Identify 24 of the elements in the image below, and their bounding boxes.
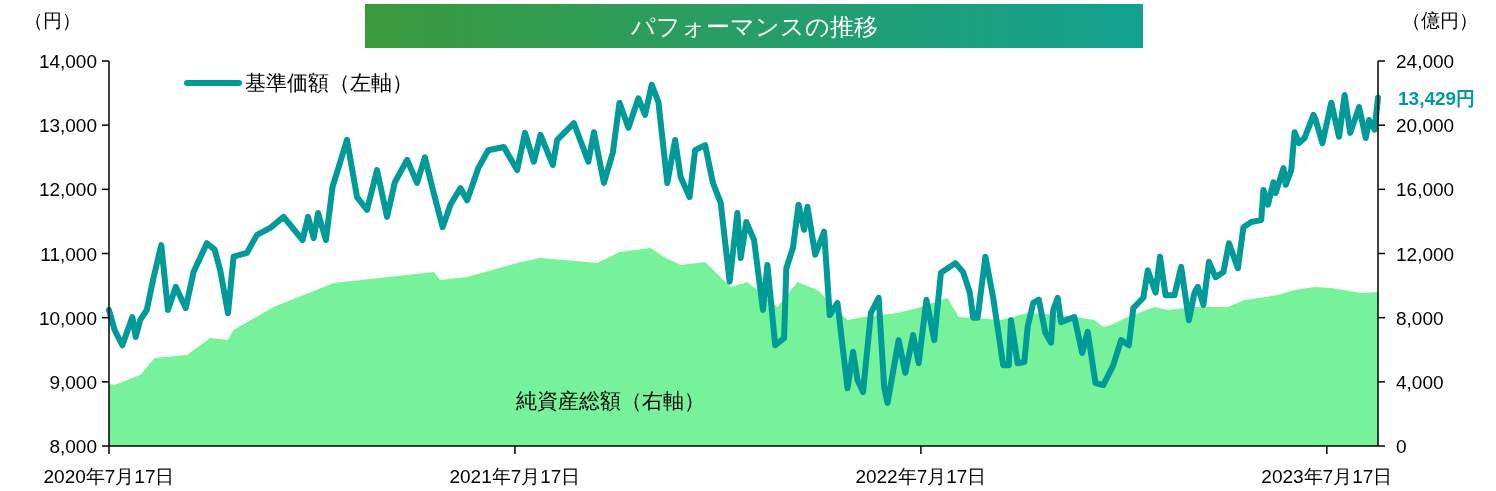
y-tick-label: 8,000 (49, 436, 97, 457)
series-label: 純資産総額（右軸） (515, 389, 705, 412)
x-tick-label: 2023年7月17日 (1261, 466, 1393, 487)
y2-tick-label: 4,000 (1396, 371, 1444, 393)
x-tick-label: 2020年7月17日 (43, 466, 175, 487)
y2-tick-label: 16,000 (1396, 179, 1455, 201)
y-tick-label: 11,000 (40, 243, 97, 265)
chart-title: パフォーマンスの推移 (629, 13, 878, 40)
y-tick-label: 12,000 (38, 179, 97, 201)
y-tick-label: 13,000 (38, 115, 97, 137)
legend-label: 基準価額（左軸） (245, 71, 413, 94)
y2-tick-label: 0 (1396, 436, 1407, 457)
y-axis-title: （円） (23, 10, 81, 31)
x-tick-label: 2021年7月17日 (449, 466, 581, 487)
annotation: 13,429円 (1398, 87, 1476, 109)
y-tick-label: 10,000 (38, 307, 97, 329)
y2-axis-title: （億円） (1402, 10, 1478, 31)
y-tick-label: 14,000 (38, 51, 97, 72)
y-tick-label: 9,000 (49, 371, 97, 393)
y2-tick-label: 12,000 (1396, 243, 1455, 265)
x-tick-label: 2022年7月17日 (855, 466, 987, 487)
y2-tick-label: 24,000 (1396, 51, 1455, 72)
y2-tick-label: 20,000 (1396, 115, 1455, 137)
y2-tick-label: 8,000 (1396, 307, 1444, 329)
